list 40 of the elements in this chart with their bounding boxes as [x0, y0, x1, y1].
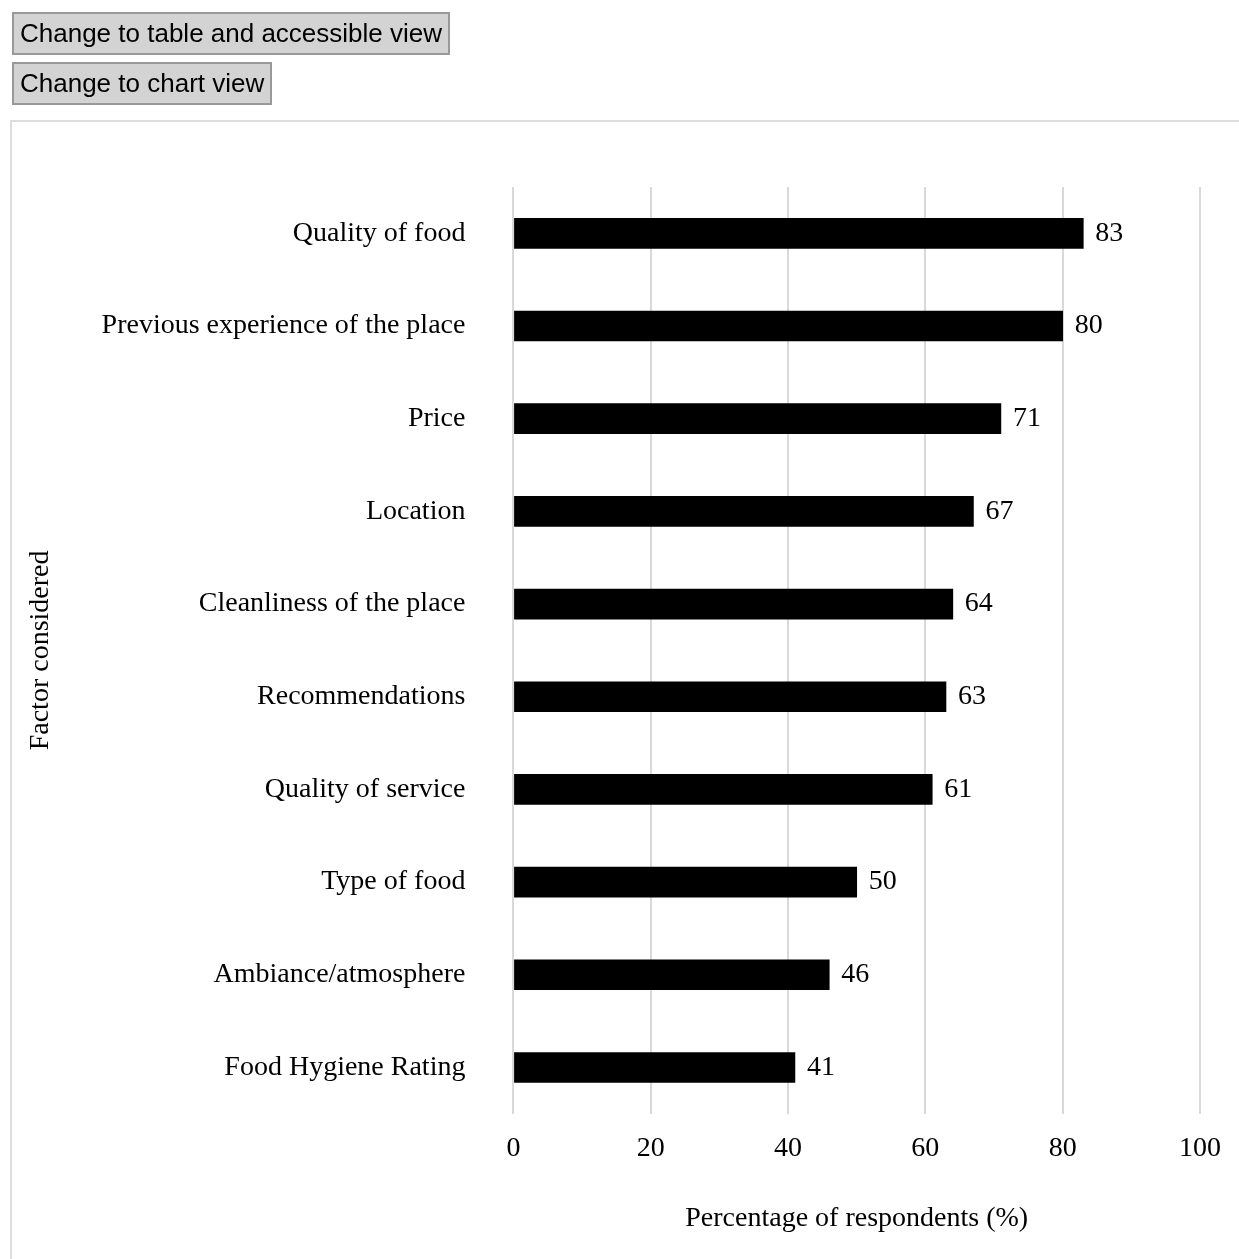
y-tick-label: Recommendations [257, 679, 466, 711]
bar [514, 588, 954, 620]
x-tick-label: 20 [636, 1130, 665, 1162]
y-tick-label: Ambiance/atmosphere [213, 957, 466, 989]
y-tick-label: Cleanliness of the place [198, 586, 466, 618]
x-tick-label: 60 [911, 1130, 940, 1162]
text: Change to table and accessible view [12, 12, 451, 55]
data-label: 61 [944, 771, 973, 803]
data-label: 50 [868, 864, 897, 896]
x-tick-label: 80 [1048, 1130, 1077, 1162]
data-label: 41 [806, 1049, 835, 1081]
bar [514, 774, 933, 805]
y-axis-title: Factor considered [23, 550, 55, 751]
data-label: 46 [841, 957, 870, 989]
data-label: 63 [957, 679, 986, 711]
y-tick-label: Quality of service [264, 771, 466, 803]
data-label: 64 [964, 586, 993, 618]
bar [514, 403, 1002, 435]
data-label: 83 [1095, 215, 1124, 247]
y-tick-label: Price [407, 401, 466, 433]
bar [514, 496, 974, 527]
y-tick-label: Previous experience of the place [101, 308, 466, 340]
bar [514, 1052, 796, 1083]
data-label: 67 [985, 493, 1014, 525]
data-label: 71 [1012, 401, 1041, 433]
x-tick-label: 0 [506, 1130, 521, 1162]
y-tick-label: Location [365, 493, 466, 525]
y-tick-label: Type of food [321, 864, 466, 896]
x-tick-label: 100 [1179, 1130, 1221, 1162]
bar [514, 218, 1084, 249]
data-label: 80 [1074, 308, 1103, 340]
text: Change to chart view [12, 62, 273, 105]
y-tick-label: Quality of food [292, 215, 466, 247]
x-tick-label: 40 [774, 1130, 803, 1162]
bar [514, 681, 947, 713]
bar [514, 959, 830, 991]
bar [514, 310, 1064, 342]
bar [514, 866, 858, 898]
y-tick-label: Food Hygiene Rating [224, 1049, 466, 1081]
x-axis-title: Percentage of respondents (%) [685, 1200, 1029, 1232]
